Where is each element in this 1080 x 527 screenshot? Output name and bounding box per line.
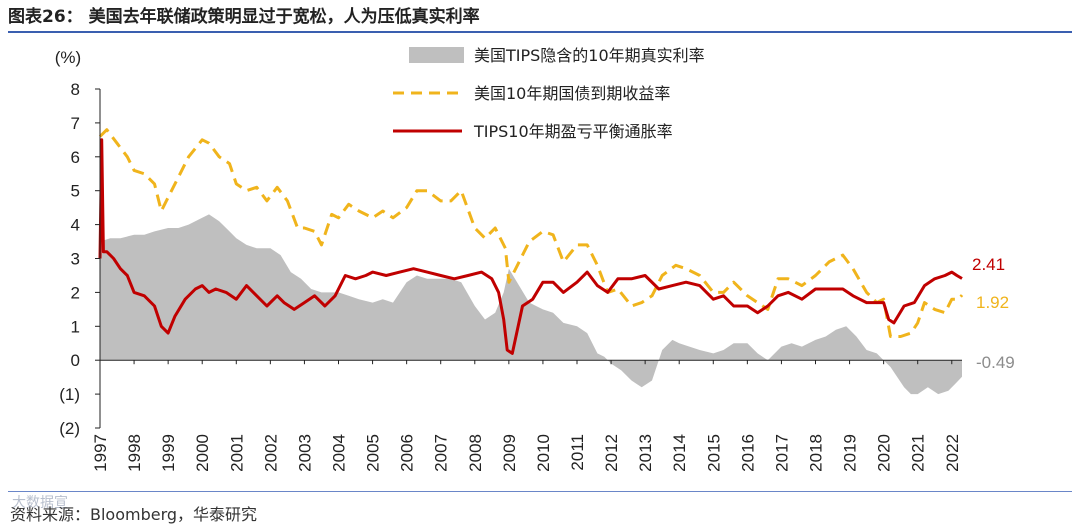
source-note: 资料来源：Bloomberg，华泰研究 xyxy=(10,505,258,524)
title-divider xyxy=(8,31,1072,33)
x-tick-label: 2020 xyxy=(875,434,894,472)
x-tick-label: 2019 xyxy=(841,434,860,472)
x-tick-label: 2007 xyxy=(432,434,451,472)
x-tick-label: 2021 xyxy=(909,434,928,472)
x-tick-label: 1999 xyxy=(159,434,178,472)
end-label-real-rate: -0.49 xyxy=(976,353,1015,372)
x-tick-label: 2002 xyxy=(261,434,280,472)
x-tick-label: 2015 xyxy=(704,434,723,472)
x-tick-label: 2018 xyxy=(807,434,826,472)
x-tick-label: 2017 xyxy=(772,434,791,472)
x-tick-label: 1997 xyxy=(91,434,110,472)
x-tick-label: 2010 xyxy=(534,434,553,472)
y-tick-label: 5 xyxy=(71,182,80,201)
series-line-nominal xyxy=(98,128,964,338)
x-tick-label: 2000 xyxy=(193,434,212,472)
x-tick-label: 2004 xyxy=(330,434,349,472)
y-tick-label: 1 xyxy=(71,317,80,336)
x-tick-label: 2022 xyxy=(943,434,962,472)
y-tick-label: 3 xyxy=(71,250,80,269)
x-tick-label: 2014 xyxy=(670,434,689,472)
x-tick-label: 2016 xyxy=(738,434,757,472)
footer-divider xyxy=(8,491,1072,492)
y-tick-label: 6 xyxy=(71,148,80,167)
y-tick-label: 0 xyxy=(71,351,80,370)
x-tick-label: 2003 xyxy=(295,434,314,472)
axes-layer: (%) 8 7 6 5 4 3 2 1 0 (1) (2) 1997 1998 1999 2000 2001 20… xyxy=(55,48,962,472)
end-label-nominal-yield: 1.92 xyxy=(976,293,1009,312)
series-line-breakeven xyxy=(98,138,963,355)
page-title: 图表26： 美国去年联储政策明显过于宽松，人为压低真实利率 xyxy=(8,7,480,27)
x-tick-label: 2001 xyxy=(227,434,246,472)
legend-swatch-real-rate xyxy=(409,47,464,63)
x-tick-label: 1998 xyxy=(125,434,144,472)
y-tick-label: 7 xyxy=(71,114,80,133)
watermark: 大数据宣 xyxy=(12,495,68,511)
legend-label-breakeven: TIPS10年期盈亏平衡通胀率 xyxy=(473,122,673,141)
y-tick-label: 2 xyxy=(71,283,80,302)
real-rate-area-layer xyxy=(100,214,962,395)
y-tick-label: (2) xyxy=(59,419,80,438)
legend-label-nominal-yield: 美国10年期国债到期收益率 xyxy=(474,84,670,103)
y-tick-label: (1) xyxy=(59,385,80,404)
y-tick-label: 8 xyxy=(71,80,80,99)
y-tick-label: 4 xyxy=(71,216,80,235)
end-labels-layer: 2.41 1.92 -0.49 xyxy=(972,255,1015,372)
series-lines-layer xyxy=(98,128,964,355)
end-label-breakeven: 2.41 xyxy=(972,255,1005,274)
x-tick-label: 2009 xyxy=(500,434,519,472)
x-tick-label: 2008 xyxy=(466,434,485,472)
x-tick-label: 2012 xyxy=(602,434,621,472)
x-tick-label: 2011 xyxy=(568,434,587,471)
series-area-real-rate xyxy=(100,214,962,395)
x-tick-label: 2005 xyxy=(364,434,383,472)
x-tick-label: 2013 xyxy=(636,434,655,472)
y-axis-unit: (%) xyxy=(55,48,81,67)
x-tick-label: 2006 xyxy=(398,434,417,472)
legend-label-real-rate: 美国TIPS隐含的10年期真实利率 xyxy=(474,46,705,65)
line-chart: (%) 8 7 6 5 4 3 2 1 0 (1) (2) 1997 1998 1999 2000 2001 20… xyxy=(55,46,1015,472)
